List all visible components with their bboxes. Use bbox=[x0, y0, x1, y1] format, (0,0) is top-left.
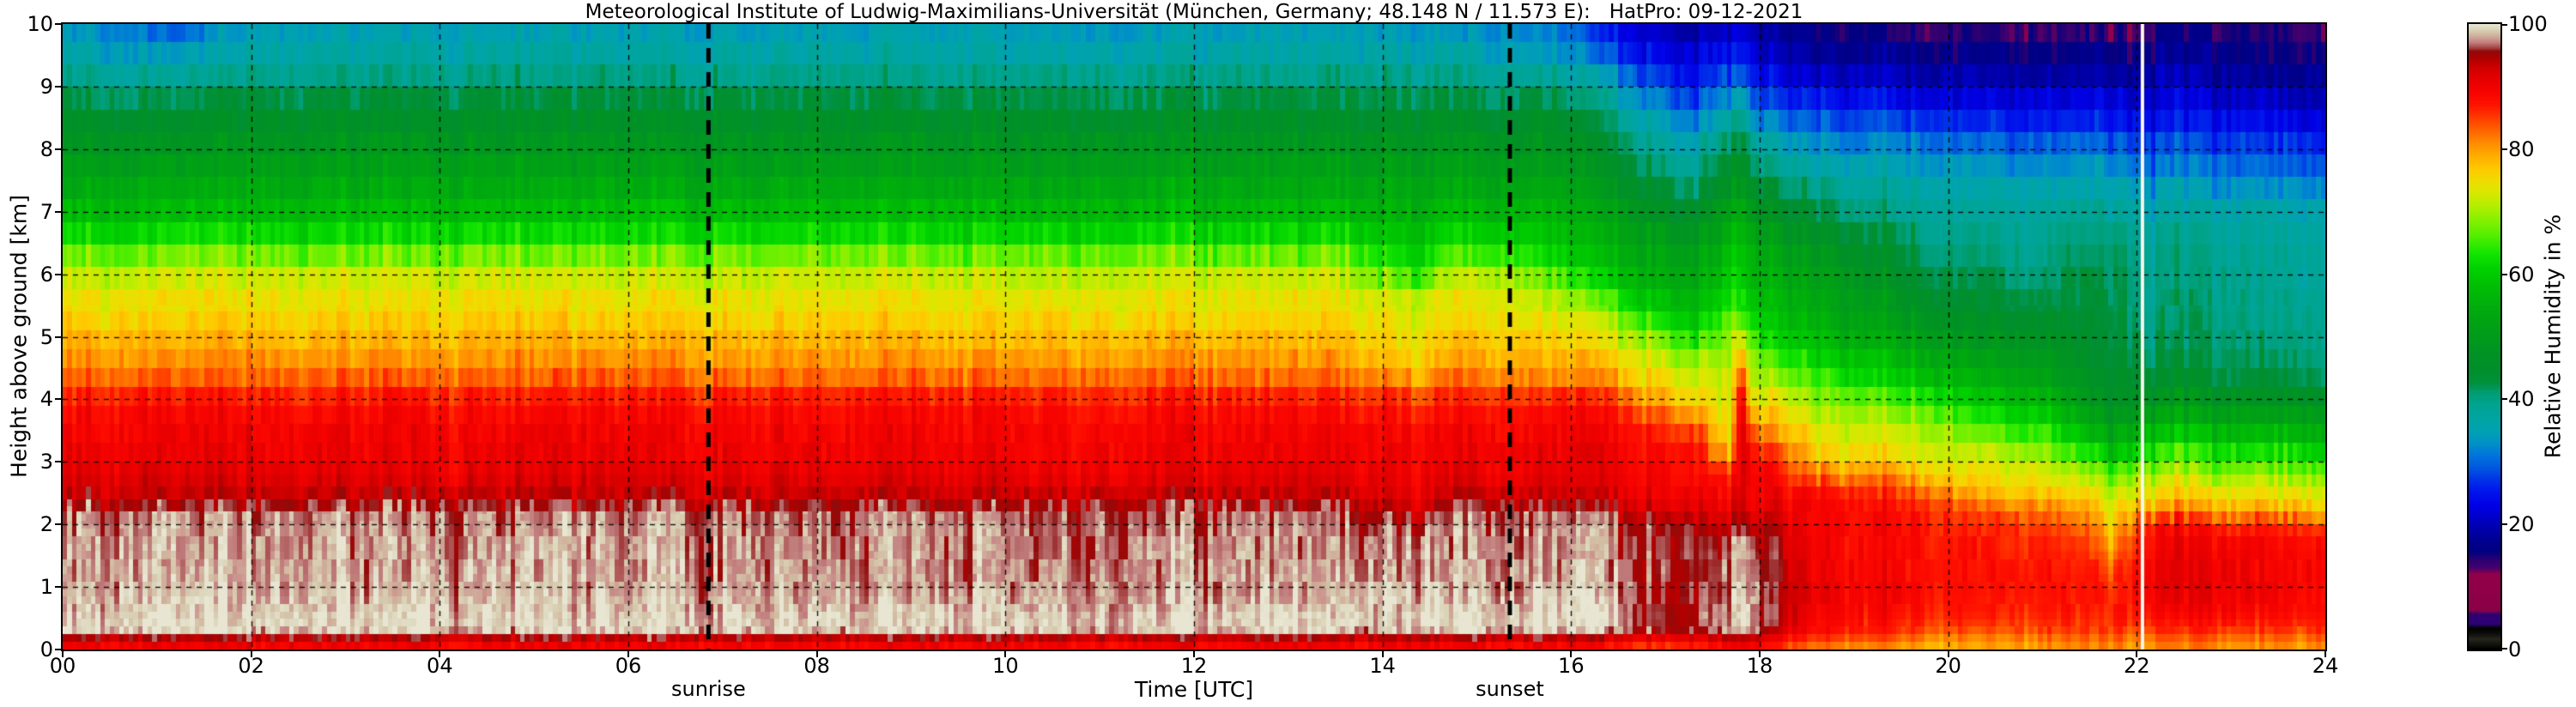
x-tick bbox=[627, 651, 629, 657]
y-axis-label: Height above ground [km] bbox=[6, 195, 32, 478]
x-tick-label: 18 bbox=[1746, 654, 1773, 678]
x-tick-label: 10 bbox=[992, 654, 1019, 678]
x-tick-label: 20 bbox=[1935, 654, 1961, 678]
x-tick-label: 04 bbox=[427, 654, 453, 678]
y-tick-label: 3 bbox=[39, 450, 53, 474]
colorbar-tick-label: 100 bbox=[2508, 12, 2548, 36]
x-tick bbox=[1193, 651, 1195, 657]
sunset-annotation: sunset bbox=[1476, 677, 1544, 701]
x-tick-label: 00 bbox=[49, 654, 76, 678]
colorbar-tick-label: 40 bbox=[2508, 387, 2535, 412]
x-tick-label: 24 bbox=[2312, 654, 2339, 678]
colorbar-tick-label: 0 bbox=[2508, 638, 2522, 662]
y-tick bbox=[55, 335, 61, 338]
x-tick-label: 14 bbox=[1369, 654, 1396, 678]
x-tick bbox=[1759, 651, 1761, 657]
x-tick bbox=[815, 651, 818, 657]
y-tick bbox=[55, 148, 61, 150]
y-tick bbox=[55, 649, 61, 650]
y-tick bbox=[55, 85, 61, 88]
x-tick bbox=[1004, 651, 1007, 657]
x-tick-label: 16 bbox=[1558, 654, 1585, 678]
y-tick-label: 10 bbox=[27, 12, 53, 36]
x-tick bbox=[1381, 651, 1384, 657]
colorbar-tick bbox=[2502, 523, 2507, 526]
y-tick bbox=[55, 210, 61, 213]
colorbar bbox=[2469, 24, 2500, 650]
y-tick-label: 9 bbox=[39, 74, 53, 99]
y-tick-label: 8 bbox=[39, 136, 53, 161]
colorbar-label: Relative Humidity in % bbox=[2540, 214, 2566, 459]
colorbar-canvas bbox=[2469, 24, 2500, 650]
y-tick bbox=[55, 273, 61, 275]
y-tick-label: 0 bbox=[39, 638, 53, 662]
colorbar-tick-label: 80 bbox=[2508, 136, 2535, 161]
y-tick bbox=[55, 523, 61, 526]
colorbar-tick bbox=[2502, 648, 2507, 650]
x-tick bbox=[2136, 651, 2138, 657]
y-tick bbox=[55, 461, 61, 463]
x-tick-label: 02 bbox=[238, 654, 264, 678]
colorbar-tick bbox=[2502, 148, 2507, 150]
y-tick-label: 4 bbox=[39, 387, 53, 412]
heatmap-plot bbox=[63, 24, 2325, 650]
y-tick-label: 1 bbox=[39, 575, 53, 600]
y-tick-label: 2 bbox=[39, 512, 53, 537]
humidity-heatmap-canvas bbox=[63, 24, 2325, 650]
colorbar-tick-label: 60 bbox=[2508, 262, 2535, 287]
colorbar-tick-label: 20 bbox=[2508, 512, 2535, 537]
colorbar-tick bbox=[2502, 398, 2507, 401]
y-tick-label: 6 bbox=[39, 262, 53, 287]
colorbar-tick bbox=[2502, 273, 2507, 275]
y-tick bbox=[55, 586, 61, 589]
x-tick bbox=[62, 651, 64, 657]
y-tick-label: 7 bbox=[39, 199, 53, 224]
x-tick bbox=[1947, 651, 1949, 657]
x-tick-label: 12 bbox=[1180, 654, 1208, 678]
x-tick bbox=[439, 651, 441, 657]
y-tick bbox=[55, 23, 61, 25]
x-tick bbox=[1570, 651, 1573, 657]
x-axis-label: Time [UTC] bbox=[1134, 677, 1254, 702]
x-tick bbox=[250, 651, 252, 657]
sunrise-annotation: sunrise bbox=[670, 677, 746, 701]
chart-title: Meteorological Institute of Ludwig-Maxim… bbox=[585, 1, 1803, 23]
x-tick-label: 22 bbox=[2124, 654, 2150, 678]
x-tick bbox=[2324, 651, 2326, 657]
y-tick bbox=[55, 398, 61, 401]
colorbar-tick bbox=[2502, 24, 2507, 26]
x-tick-label: 06 bbox=[615, 654, 642, 678]
y-tick-label: 5 bbox=[39, 324, 53, 349]
x-tick-label: 08 bbox=[803, 654, 830, 678]
